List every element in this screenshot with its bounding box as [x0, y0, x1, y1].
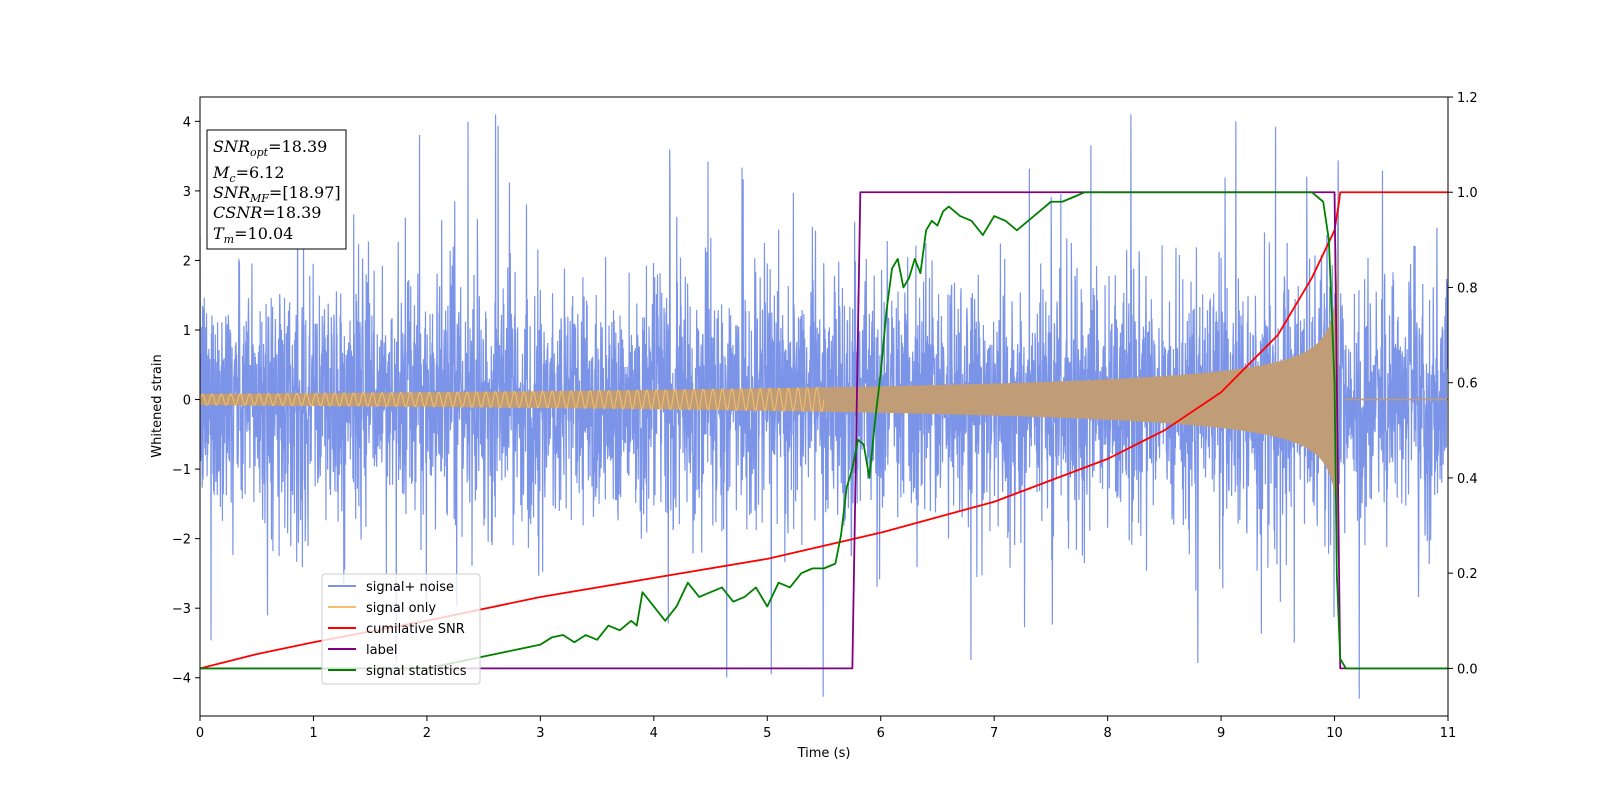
x-tick-label: 5 [763, 726, 771, 741]
x-tick-label: 11 [1440, 726, 1457, 741]
y-left-tick-label: −4 [172, 672, 191, 687]
series-signal-statistics [200, 191, 1448, 670]
y-left-tick-label: 0 [183, 394, 191, 409]
x-tick-label: 2 [423, 726, 431, 741]
y-right-tick-label: 0.0 [1457, 662, 1478, 677]
info-mc: Mc=6.12 [212, 163, 285, 185]
y-left-tick-label: 4 [183, 115, 191, 130]
x-tick-label: 7 [990, 726, 998, 741]
y-right-tick-label: 0.2 [1457, 567, 1478, 582]
legend-label-signal-statistics: signal statistics [366, 664, 467, 679]
info-tm: Tm=10.04 [213, 224, 293, 246]
info-snr-mf: SNRMF=[18.97] [213, 183, 341, 205]
x-axis-title: Time (s) [797, 746, 851, 761]
y-left-tick-label: −2 [172, 533, 191, 548]
y-axis-left: −4 −3 −2 −1 0 1 2 3 4 [172, 115, 200, 687]
x-tick-label: 6 [877, 726, 885, 741]
series-signal-only-oscillation [200, 386, 825, 413]
y-left-tick-label: 1 [183, 324, 191, 339]
x-tick-label: 4 [650, 726, 658, 741]
y-left-tick-label: −1 [172, 463, 191, 478]
y-left-tick-label: 2 [183, 254, 191, 269]
series-layer [200, 114, 1448, 699]
series-signal-only [200, 223, 1339, 576]
info-box-frame [206, 129, 347, 250]
info-csnr: CSNR=18.39 [213, 203, 321, 222]
series-signal-noise [200, 114, 1448, 699]
y-axis-title: Whitened strain [150, 354, 165, 457]
y-left-tick-label: 3 [183, 185, 191, 200]
x-tick-label: 3 [536, 726, 544, 741]
x-axis: 0 1 2 3 4 5 6 7 8 9 10 11 [196, 716, 1456, 741]
info-box: SNRopt=18.39 Mc=6.12 SNRMF=[18.97] CSNR=… [206, 129, 347, 250]
x-tick-label: 8 [1103, 726, 1111, 741]
y-right-tick-label: 0.6 [1457, 377, 1478, 392]
y-right-tick-label: 0.4 [1457, 472, 1478, 487]
x-tick-label: 1 [309, 726, 317, 741]
info-snr-opt: SNRopt=18.39 [213, 137, 327, 159]
x-tick-label: 9 [1217, 726, 1225, 741]
legend: signal+ noise signal only cumilative SNR… [321, 573, 481, 685]
y-left-tick-label: −3 [172, 602, 191, 617]
legend-label-signal-noise: signal+ noise [366, 580, 454, 595]
y-right-tick-label: 1.0 [1457, 186, 1478, 201]
x-tick-label: 10 [1326, 726, 1343, 741]
y-right-tick-label: 0.8 [1457, 281, 1478, 296]
x-tick-label: 0 [196, 726, 204, 741]
y-axis-right: 0.0 0.2 0.4 0.6 0.8 1.0 1.2 [1448, 91, 1478, 677]
legend-label-label: label [366, 643, 397, 658]
plot-frame [199, 96, 1449, 717]
legend-label-signal-only: signal only [366, 601, 436, 616]
y-right-tick-label: 1.2 [1457, 91, 1478, 106]
legend-frame [321, 573, 481, 685]
legend-label-cumulative-snr: cumilative SNR [366, 622, 465, 637]
